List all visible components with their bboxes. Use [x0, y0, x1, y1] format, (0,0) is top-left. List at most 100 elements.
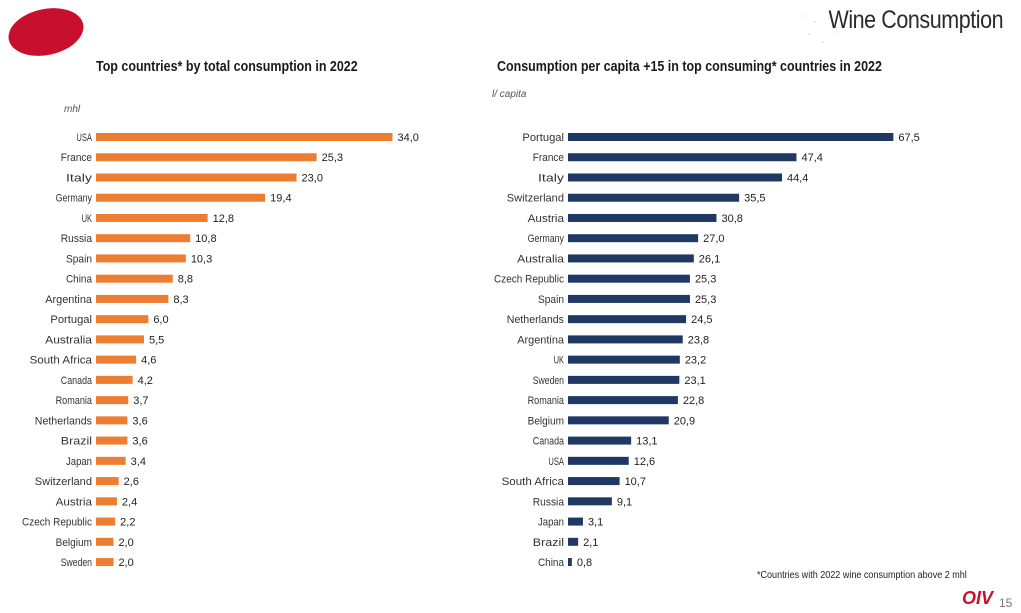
value-label: 22,8 — [683, 395, 704, 407]
bar — [568, 558, 572, 567]
value-label: 3,6 — [132, 415, 147, 427]
bar — [568, 254, 694, 263]
category-label: Austria — [56, 496, 93, 508]
value-label: 4,6 — [141, 355, 156, 367]
value-label: 10,3 — [191, 253, 212, 265]
category-label: Brazil — [61, 436, 92, 448]
category-label: Brazil — [533, 537, 564, 549]
bar — [96, 213, 208, 222]
bar — [568, 355, 680, 364]
bar — [568, 416, 669, 425]
category-label: France — [533, 152, 564, 164]
bar — [96, 558, 114, 567]
value-label: 23,8 — [688, 334, 709, 346]
bar — [568, 517, 583, 526]
bar — [96, 456, 126, 465]
bar — [96, 416, 128, 425]
category-label: Australia — [45, 334, 93, 346]
bar — [568, 294, 690, 303]
bar — [568, 335, 683, 344]
value-label: 24,5 — [691, 314, 712, 326]
category-label: South Africa — [30, 355, 93, 367]
bar — [568, 213, 717, 222]
bar — [568, 133, 894, 141]
value-label: 3,1 — [588, 517, 603, 529]
value-label: 10,8 — [195, 233, 216, 245]
value-label: 47,4 — [801, 152, 822, 164]
category-label: Russia — [533, 496, 565, 508]
value-label: 8,8 — [178, 274, 193, 286]
bar — [568, 274, 690, 283]
category-label: Germany — [56, 193, 93, 205]
value-label: 2,0 — [118, 537, 133, 549]
category-label: Argentina — [45, 294, 93, 306]
category-label: UK — [554, 355, 565, 367]
bar — [96, 436, 128, 445]
category-label: USA — [76, 132, 92, 144]
bar — [568, 173, 783, 182]
value-label: 6,0 — [153, 314, 168, 326]
category-label: China — [538, 557, 565, 569]
bar — [96, 497, 117, 506]
category-label: Switzerland — [35, 476, 92, 488]
value-label: 12,8 — [213, 213, 234, 225]
bar — [96, 315, 149, 324]
category-label: Belgium — [56, 537, 92, 549]
category-label: Sweden — [533, 375, 564, 387]
right-chart-title: Consumption per capita +15 in top consum… — [497, 59, 882, 75]
value-label: 23,1 — [684, 375, 705, 387]
value-label: 2,0 — [118, 557, 133, 569]
bar — [568, 234, 699, 243]
value-label: 23,2 — [685, 355, 706, 367]
bar — [96, 193, 266, 202]
value-label: 5,5 — [149, 334, 164, 346]
bar — [96, 133, 393, 141]
category-label: China — [66, 274, 93, 286]
value-label: 19,4 — [270, 193, 291, 205]
left-chart-unit: mhl — [64, 104, 81, 115]
value-label: 25,3 — [322, 152, 343, 164]
value-label: 10,7 — [625, 476, 646, 488]
bar — [568, 193, 740, 202]
value-label: 44,4 — [787, 172, 808, 184]
value-label: 27,0 — [703, 233, 724, 245]
bar — [96, 153, 317, 162]
value-label: 35,5 — [744, 193, 765, 205]
category-label: Russia — [61, 233, 93, 245]
page-number: 15 — [999, 596, 1013, 610]
right-chart-unit: l/ capita — [492, 89, 527, 100]
bar — [96, 173, 297, 182]
left-chart-title: Top countries* by total consumption in 2… — [96, 59, 358, 75]
value-label: 3,6 — [132, 436, 147, 448]
footnote: *Countries with 2022 wine consumption ab… — [757, 569, 967, 581]
value-label: 2,1 — [583, 537, 598, 549]
category-label: UK — [82, 213, 93, 225]
bar — [96, 294, 169, 303]
category-label: Spain — [66, 253, 92, 265]
category-label: Romania — [56, 395, 93, 407]
value-label: 23,0 — [302, 172, 323, 184]
bar — [96, 517, 116, 526]
category-label: Netherlands — [35, 415, 93, 427]
category-label: Belgium — [528, 415, 564, 427]
value-label: 2,4 — [122, 496, 137, 508]
category-label: Germany — [528, 233, 565, 245]
category-label: Canada — [61, 375, 93, 387]
decorative-dots — [802, 15, 838, 43]
category-label: USA — [548, 456, 564, 468]
value-label: 25,3 — [695, 294, 716, 306]
bar — [568, 315, 687, 324]
value-label: 67,5 — [898, 132, 919, 144]
bar — [96, 335, 144, 344]
category-label: Portugal — [50, 314, 92, 326]
category-label: Japan — [66, 456, 92, 468]
value-label: 9,1 — [617, 496, 632, 508]
bar — [568, 396, 678, 405]
category-label: Czech Republic — [494, 274, 564, 286]
bar — [96, 396, 129, 405]
category-label: Spain — [538, 294, 564, 306]
bar — [568, 477, 620, 486]
bar — [568, 497, 612, 506]
category-label: Argentina — [517, 334, 565, 346]
